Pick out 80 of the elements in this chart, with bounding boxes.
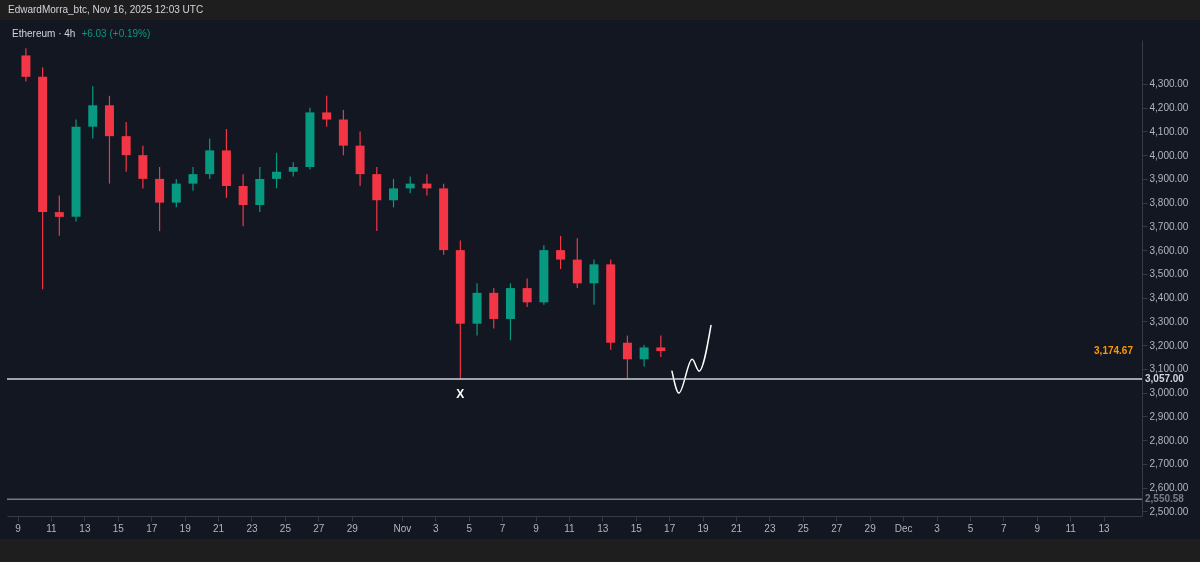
candlestick — [238, 173, 248, 227]
x-tick-label: 15 — [630, 522, 643, 534]
x-tick-label: 13 — [1098, 522, 1111, 534]
y-tick-label: 3,600.00 — [1149, 244, 1189, 256]
x-tick-label: 15 — [112, 522, 125, 534]
candlestick — [389, 178, 398, 208]
candlestick — [322, 95, 332, 128]
y-tick-label: 3,500.00 — [1149, 268, 1189, 280]
chart-subtitle: +6.03 (+0.19%) — [81, 28, 151, 39]
x-tick-label: 3 — [432, 522, 439, 534]
candlestick — [572, 237, 582, 289]
y-tick-label: 4,300.00 — [1149, 78, 1189, 90]
line-series — [671, 324, 712, 394]
candlestick — [171, 178, 181, 208]
y-tick-label: 3,100.00 — [1149, 363, 1189, 375]
x-tick-label: 19 — [697, 522, 710, 534]
x-tick-label: 23 — [764, 522, 776, 534]
y-tick-label: 4,000.00 — [1149, 149, 1189, 161]
x-tick-label: 21 — [213, 522, 225, 534]
x-tick-label: 5 — [466, 522, 473, 534]
y-tick-label: 3,700.00 — [1149, 220, 1189, 232]
candlestick — [205, 137, 215, 180]
x-tick-label: 29 — [864, 522, 877, 534]
candlestick — [589, 259, 599, 306]
x-tick-label: 17 — [146, 522, 158, 534]
y-tick-label: 3,400.00 — [1149, 292, 1189, 304]
y-tick-label: 2,700.00 — [1149, 458, 1189, 470]
candlestick — [656, 334, 666, 358]
x-tick-label: 13 — [79, 522, 91, 534]
x-tick-label: 23 — [246, 522, 258, 534]
y-tick-label: 2,600.00 — [1149, 482, 1189, 494]
x-tick-label: Dec — [894, 522, 913, 534]
y-tick-label: 4,100.00 — [1149, 125, 1189, 137]
y-tick-label: 2,900.00 — [1149, 410, 1189, 422]
y-tick-label: 3,900.00 — [1149, 173, 1189, 185]
candlestick — [138, 145, 148, 189]
y-tick-label: 2,800.00 — [1149, 434, 1189, 446]
x-tick-label: 27 — [831, 522, 843, 534]
x-tick-label: 29 — [346, 522, 359, 534]
x-tick-label: 17 — [664, 522, 676, 534]
candlestick — [21, 47, 31, 83]
annotation: 3,174.67 — [1094, 345, 1134, 357]
text: EdwardMorra_btc, Nov 16, 2025 12:03 UTC — [7, 3, 205, 17]
candlestick — [622, 334, 632, 379]
candlestick — [54, 194, 64, 237]
x-tick-label: 5 — [967, 522, 974, 534]
y-tick-label: 3,200.00 — [1149, 339, 1189, 351]
x-tick-label: Nov — [393, 522, 412, 534]
y-tick-label: 3,300.00 — [1149, 315, 1189, 327]
candlestick — [188, 166, 198, 192]
y-tick-label: 3,000.00 — [1149, 387, 1189, 399]
x-tick-label: 27 — [313, 522, 325, 534]
x-tick-label: 9 — [1034, 522, 1041, 534]
candlestick — [88, 85, 98, 140]
y-tick-label: 2,500.00 — [1149, 505, 1189, 517]
x-tick-label: 13 — [597, 522, 609, 534]
y-tick-label: 3,800.00 — [1149, 197, 1189, 209]
x-tick-label: 11 — [46, 522, 58, 534]
chart-title: Ethereum · 4h — [12, 28, 76, 39]
candlestick — [155, 166, 165, 232]
ref-line-label: 3,057.00 — [1145, 373, 1185, 385]
annotation: X — [456, 387, 465, 402]
candlestick — [272, 152, 282, 189]
ref-line-label: 2,550.58 — [1145, 493, 1185, 505]
x-tick-label: 9 — [533, 522, 540, 534]
x-tick-label: 25 — [797, 522, 810, 534]
x-tick-label: 7 — [499, 522, 506, 534]
candlestick — [556, 235, 566, 270]
x-tick-label: 11 — [1065, 522, 1077, 534]
x-tick-label: 9 — [15, 522, 22, 534]
x-tick-label: 21 — [730, 522, 743, 534]
candlestick — [522, 277, 532, 308]
x-tick-label: 11 — [564, 522, 576, 534]
x-tick-label: 3 — [934, 522, 941, 534]
x-tick-label: 7 — [1001, 522, 1008, 534]
x-tick-label: 25 — [279, 522, 292, 534]
candlestick — [121, 121, 131, 173]
candlestick — [639, 344, 649, 368]
x-tick-label: 19 — [179, 522, 192, 534]
y-tick-label: 4,200.00 — [1149, 102, 1189, 114]
